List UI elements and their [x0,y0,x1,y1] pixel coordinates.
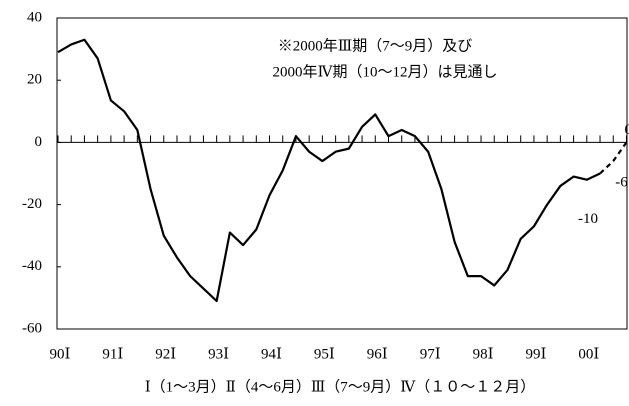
value-label: -10 [578,211,598,227]
x-tick-label: 97Ⅰ [420,346,441,362]
value-label: -6 [615,174,628,190]
x-tick-label: 91Ⅰ [102,346,123,362]
x-tick-label: 96Ⅰ [367,346,388,362]
caption: Ⅰ（1～3月）Ⅱ（4～6月）Ⅲ（7～9月）Ⅳ（１０～１２月） [145,378,536,395]
data-line [57,38,601,303]
value-label: 0 [624,122,629,138]
x-tick-label: 99Ⅰ [525,346,546,362]
x-tick-label: 95Ⅰ [314,346,335,362]
x-tick-label: 98Ⅰ [473,346,494,362]
y-tick-label: 20 [27,72,42,88]
annotation: 2000年Ⅳ期（10～12月）は見通し [273,63,498,80]
x-tick-label: 93Ⅰ [208,346,229,362]
y-tick-label: -40 [22,258,42,274]
x-tick-label: 90Ⅰ [50,346,71,362]
plot-frame [56,17,628,330]
y-tick-label: 0 [35,134,43,150]
x-tick-label: 00Ⅰ [578,346,599,362]
annotation: ※2000年Ⅲ期（7～9月）及び [278,37,472,54]
y-tick-label: -20 [22,196,42,212]
y-tick-label: -60 [22,320,42,336]
x-tick-label: 92Ⅰ [155,346,176,362]
x-tick-label: 94Ⅰ [261,346,282,362]
data-line [599,141,628,175]
y-tick-label: 40 [27,9,42,25]
